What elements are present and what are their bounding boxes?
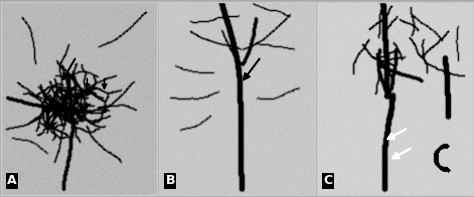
Text: A: A xyxy=(7,174,17,187)
Text: B: B xyxy=(165,174,175,187)
Text: C: C xyxy=(323,174,332,187)
